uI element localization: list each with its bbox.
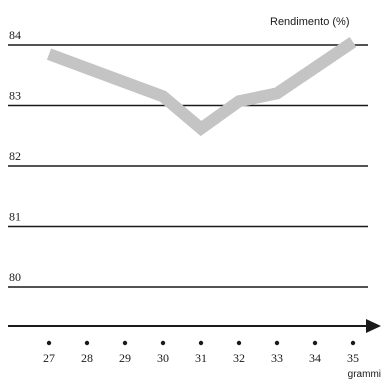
x-tick-dot (160, 340, 166, 346)
y-tick-label: 84 (9, 28, 21, 42)
gridlines-group (8, 44, 368, 288)
x-axis-arrow-icon (366, 319, 381, 333)
y-tick-labels-group: 84 83 82 81 80 (9, 28, 21, 284)
x-tick-dot (198, 340, 204, 346)
x-tick-labels-group: 27 28 29 30 31 32 33 34 35 (43, 340, 359, 365)
y-tick-label: 82 (9, 149, 21, 163)
x-tick-label: 32 (233, 351, 245, 365)
x-tick-label: 33 (271, 351, 283, 365)
x-tick-label: 30 (157, 351, 169, 365)
x-tick-dot (350, 340, 356, 346)
series-group (46, 37, 357, 137)
series-line-0 (46, 37, 357, 137)
x-tick-dot (122, 340, 128, 346)
x-tick-dot (46, 340, 52, 346)
x-axis-title: grammi (348, 369, 381, 379)
y-tick-label: 80 (9, 270, 21, 284)
y-tick-label: 83 (9, 89, 21, 103)
x-tick-label: 35 (347, 351, 359, 365)
x-tick-dot (274, 340, 280, 346)
x-tick-label: 31 (195, 351, 207, 365)
x-tick-dot (236, 340, 242, 346)
x-tick-label: 29 (119, 351, 131, 365)
x-tick-dot (312, 340, 318, 346)
x-tick-label: 28 (81, 351, 93, 365)
y-axis-title: Rendimento (%) (270, 16, 349, 28)
x-tick-label: 34 (309, 351, 321, 365)
x-tick-label: 27 (43, 351, 55, 365)
x-tick-dot (84, 340, 90, 346)
y-tick-label: 81 (9, 210, 21, 224)
x-axis-group (8, 319, 381, 333)
